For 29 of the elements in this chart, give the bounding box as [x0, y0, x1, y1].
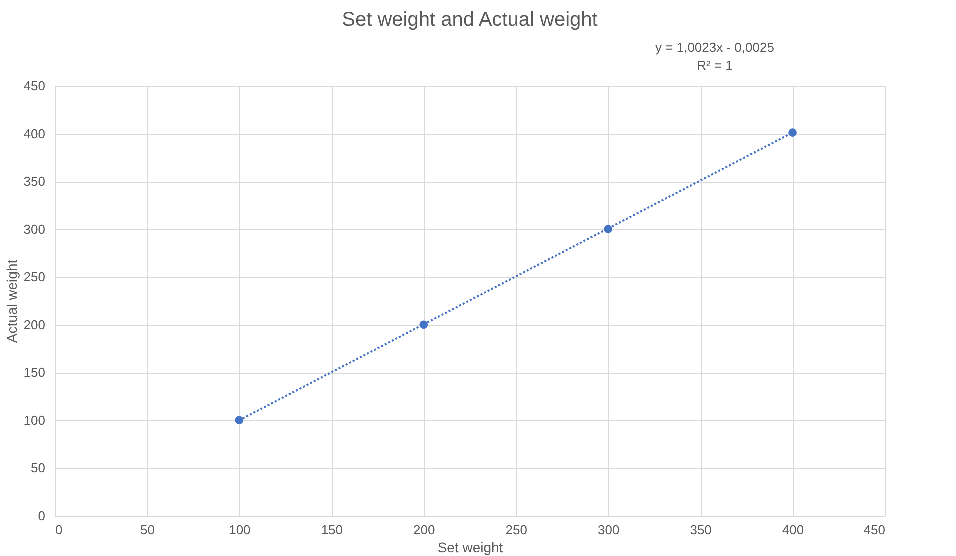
y-axis-title: Actual weight: [4, 260, 20, 344]
y-tick-label: 150: [24, 365, 46, 380]
x-tick-label: 350: [690, 522, 712, 538]
x-tick-label: 0: [56, 522, 63, 538]
y-tick-label: 50: [31, 460, 46, 476]
point: [604, 225, 613, 234]
y-tick-label: 100: [24, 412, 46, 428]
y-tick-label: 450: [24, 78, 46, 94]
x-tick-label: 300: [598, 522, 620, 538]
x-tick-label: 400: [782, 522, 804, 538]
y-tick-label: 200: [24, 317, 46, 332]
text: R² = 1: [697, 58, 733, 73]
y-tick-label: 400: [24, 126, 46, 142]
point: [420, 320, 428, 330]
point: [788, 128, 797, 137]
text: y = 1,0023x - 0,0025: [656, 40, 774, 55]
y-tick-label: 300: [24, 222, 46, 237]
x-tick-label: 50: [140, 522, 155, 538]
x-tick-label: 150: [321, 522, 344, 538]
x-tick-label: 200: [414, 522, 436, 538]
x-axis-title: Set weight: [438, 540, 504, 556]
y-tick-label: 0: [38, 508, 46, 524]
y-tick-label: 350: [24, 174, 46, 190]
y-tick-label: 250: [24, 270, 46, 285]
x-tick-label: 250: [506, 522, 528, 538]
chart-title: Set weight and Actual weight: [342, 9, 598, 31]
x-tick-label: 450: [864, 522, 886, 538]
point: [235, 416, 244, 425]
x-tick-label: 100: [229, 522, 251, 538]
